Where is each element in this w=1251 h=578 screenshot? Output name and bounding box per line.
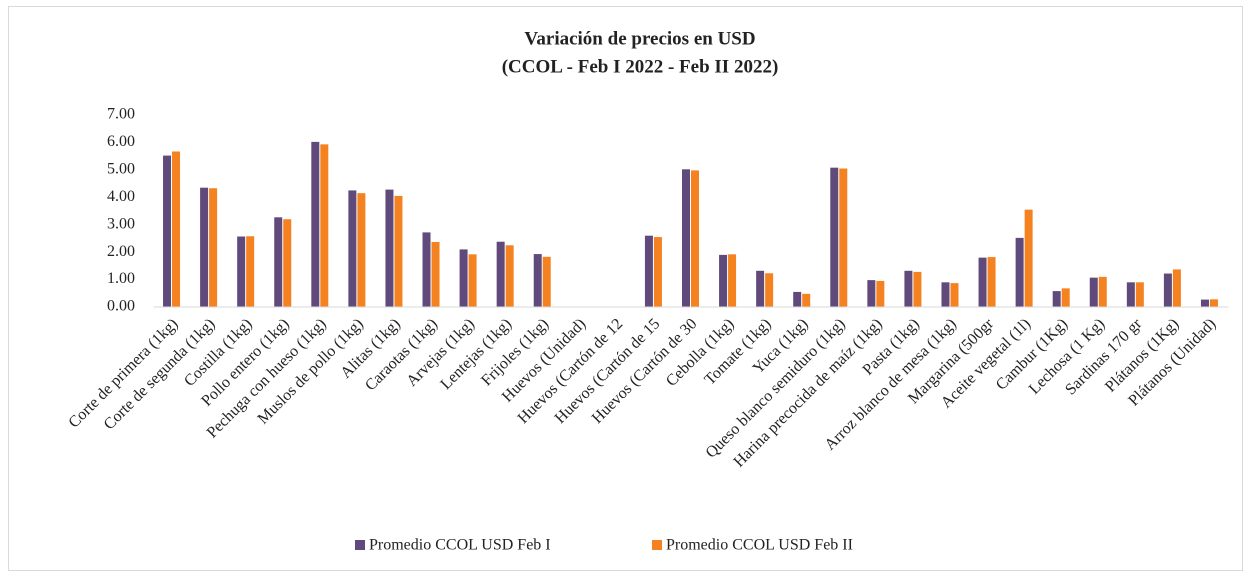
bar: [653, 237, 662, 307]
bar: [505, 245, 514, 307]
bar: [533, 254, 542, 307]
bar: [644, 235, 653, 307]
bar: [1098, 276, 1107, 307]
bar: [987, 257, 996, 307]
bar: [237, 236, 246, 307]
bar: [1135, 282, 1144, 307]
bar: [793, 291, 802, 307]
legend-swatch: [355, 540, 365, 550]
bar: [311, 141, 320, 307]
y-tick-label: 4.00: [107, 188, 135, 205]
y-tick-label: 7.00: [107, 106, 135, 123]
bar: [756, 270, 765, 307]
bar: [246, 236, 255, 307]
bar: [691, 170, 699, 307]
bar: [422, 232, 431, 307]
bar: [1015, 237, 1024, 307]
bar: [1172, 269, 1181, 307]
y-tick-label: 0.00: [107, 298, 135, 315]
bar: [320, 144, 329, 307]
bar: [1052, 291, 1061, 307]
legend-label: Promedio CCOL USD Feb II: [666, 537, 853, 554]
bar: [274, 217, 283, 307]
bar: [394, 195, 403, 307]
bar: [1089, 277, 1098, 307]
bar: [459, 249, 468, 307]
bar: [1200, 299, 1209, 307]
y-tick-label: 3.00: [107, 215, 135, 232]
bar: [1209, 299, 1218, 307]
bar: [172, 151, 181, 307]
bar: [867, 280, 876, 307]
bar: [978, 257, 987, 307]
bar: [950, 283, 959, 307]
bar: [1061, 288, 1070, 307]
y-tick-label: 2.00: [107, 243, 135, 260]
bar: [904, 270, 913, 307]
bar: [728, 254, 737, 307]
bar: [913, 271, 922, 307]
bar: [431, 241, 440, 307]
bar: [468, 254, 477, 307]
bar: [385, 189, 394, 307]
bar: [357, 193, 366, 307]
bar: [876, 280, 885, 307]
bar: [941, 282, 950, 307]
bar: [209, 188, 218, 307]
bar: [682, 169, 690, 307]
chart-border: [8, 6, 1243, 571]
bar: [830, 167, 839, 307]
legend-swatch: [652, 540, 662, 550]
y-tick-label: 6.00: [107, 133, 135, 150]
y-tick-label: 1.00: [107, 270, 135, 287]
bar: [542, 256, 551, 307]
bar: [839, 168, 848, 307]
bar: [1126, 282, 1135, 307]
bar: [719, 254, 728, 307]
bar: [802, 293, 811, 307]
bar: [163, 155, 172, 307]
legend-label: Promedio CCOL USD Feb I: [369, 537, 551, 554]
chart-title: Variación de precios en USD: [524, 28, 755, 49]
y-tick-label: 5.00: [107, 161, 135, 178]
bar: [283, 219, 292, 307]
bar: [200, 187, 209, 307]
bar: [496, 241, 505, 307]
bar: [348, 190, 357, 307]
bar: [765, 273, 774, 307]
chart-subtitle: (CCOL - Feb I 2022 - Feb II 2022): [502, 56, 779, 77]
bar: [1163, 273, 1172, 307]
bar: [1024, 209, 1033, 307]
